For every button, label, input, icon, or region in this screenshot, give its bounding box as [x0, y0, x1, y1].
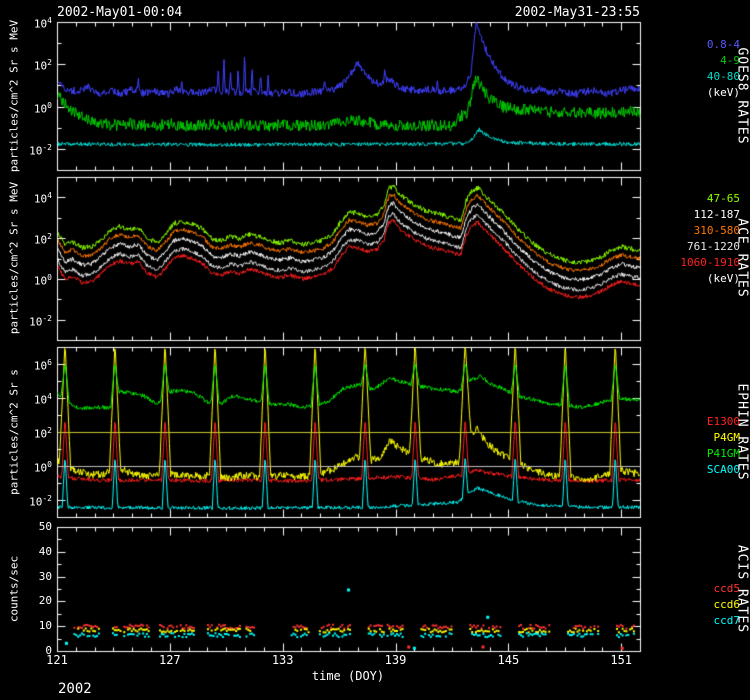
y-axis-label-ace: particles/cm^2 Sr s MeV	[7, 181, 21, 335]
y-axis-label-acis: counts/sec	[7, 555, 21, 623]
end-timestamp: 2002-May31-23:55	[514, 5, 640, 20]
panel-title-goes8: GOES8 RATES	[734, 47, 750, 145]
panel-title-ephin: EPHIN RATES	[734, 383, 750, 481]
panel-title-ace: ACE RATES	[734, 218, 750, 298]
x-axis-title: time (DOY)	[311, 669, 385, 683]
y-axis-label-ephin: particles/cm^2 Sr s	[7, 369, 21, 495]
start-timestamp: 2002-May01-00:04	[57, 5, 183, 20]
panel-title-acis: ACIS RATES	[734, 544, 750, 634]
y-axis-label-goes8: particles/cm^2 Sr s MeV	[7, 19, 21, 173]
year-label: 2002	[58, 681, 92, 697]
